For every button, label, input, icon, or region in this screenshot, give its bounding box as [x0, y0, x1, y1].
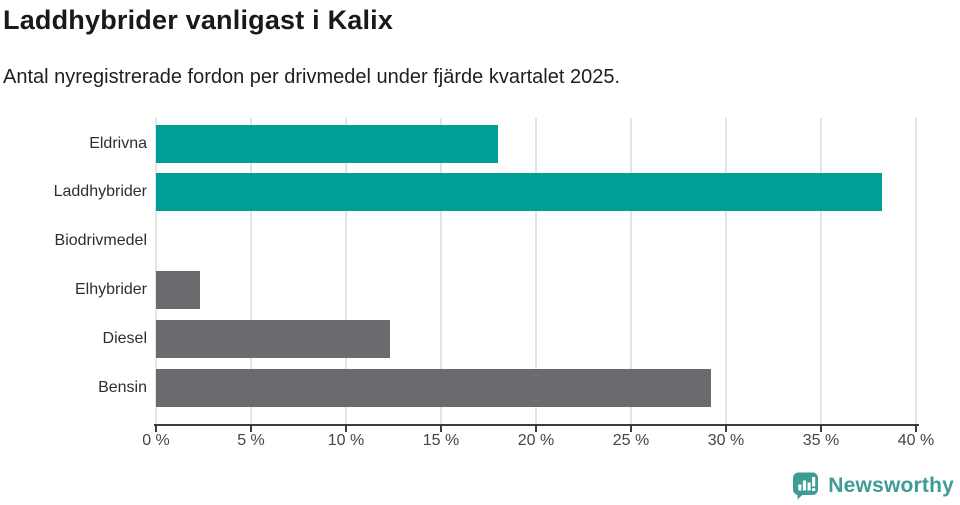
category-label: Eldrivna [89, 134, 147, 152]
x-axis-tick [820, 426, 822, 432]
gridline [535, 118, 537, 425]
gridline [440, 118, 442, 425]
x-axis-tick-label: 40 % [897, 432, 935, 449]
bar [156, 124, 498, 163]
category-label: Bensin [98, 378, 147, 396]
gridline [345, 118, 347, 425]
x-axis-tick-label: 0 % [142, 432, 170, 449]
chart-title: Laddhybrider vanligast i Kalix [3, 5, 394, 35]
newsworthy-logo: Newsworthy [790, 470, 954, 501]
gridline [725, 118, 727, 425]
gridline [915, 118, 917, 425]
newsworthy-wordmark: Newsworthy [828, 473, 954, 497]
category-label: Laddhybrider [53, 183, 147, 201]
category-labels: Eldrivna Laddhybrider Biodrivmedel Elhybrid… [0, 118, 147, 425]
gridline [820, 118, 822, 425]
x-axis-tick [155, 426, 157, 432]
bar [156, 173, 882, 212]
bar [156, 319, 390, 358]
x-axis-tick-label: 20 % [517, 432, 555, 449]
x-axis-tick-label: 10 % [327, 432, 365, 449]
x-axis-tick-label: 35 % [802, 432, 840, 449]
x-axis-tick-label: 15 % [422, 432, 460, 449]
x-axis-tick-label: 5 % [237, 432, 265, 449]
x-axis-tick-label: 25 % [612, 432, 650, 449]
x-axis-line [154, 424, 919, 426]
x-axis-tick [630, 426, 632, 432]
category-label: Diesel [102, 329, 147, 347]
gridline [250, 118, 252, 425]
x-axis-tick [915, 426, 917, 432]
category-label: Biodrivmedel [54, 232, 147, 250]
x-axis-tick [345, 426, 347, 432]
x-axis-tick [535, 426, 537, 432]
category-label: Elhybrider [74, 280, 147, 298]
plot-area: 0 % 5 % 10 % 15 % 20 % 25 % 30 % 35 % 40 % [142, 118, 934, 449]
x-axis-tick [250, 426, 252, 432]
bar [156, 270, 200, 309]
newsworthy-icon [793, 472, 819, 500]
x-axis-tick [440, 426, 442, 432]
gridline [630, 118, 632, 425]
x-axis-tick [725, 426, 727, 432]
chart-subtitle: Antal nyregistrerade fordon per drivmede… [3, 66, 621, 88]
bar [156, 368, 711, 407]
x-axis-tick-label: 30 % [707, 432, 745, 449]
